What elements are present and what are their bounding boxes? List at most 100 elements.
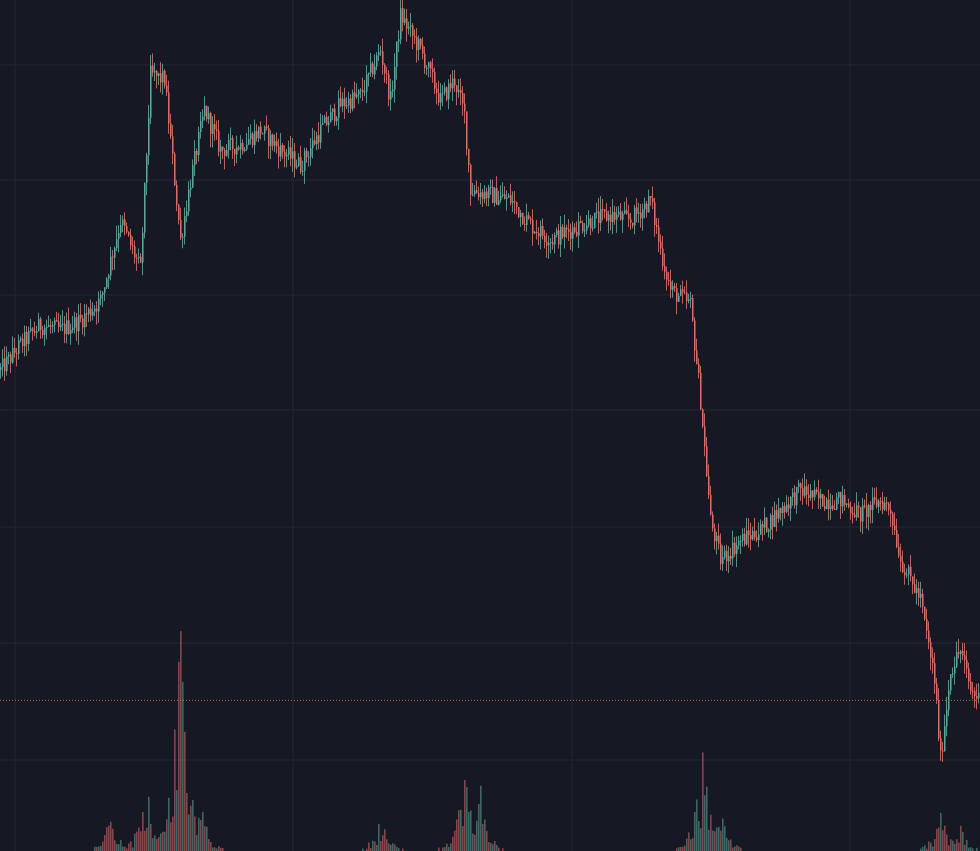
candle-body <box>356 94 358 97</box>
candle-body <box>822 494 824 507</box>
candle-body <box>480 192 482 197</box>
volume-bar <box>94 846 96 851</box>
candle-body <box>432 68 434 73</box>
candle-body <box>52 325 54 327</box>
volume-bar <box>212 847 214 851</box>
candle-body <box>618 211 620 215</box>
candle-body <box>124 219 126 227</box>
volume-bar <box>934 839 936 851</box>
candle-body <box>612 211 614 222</box>
candle-body <box>788 504 790 509</box>
candle-body <box>474 190 476 195</box>
candle-body <box>392 89 394 92</box>
candle-body <box>204 106 206 117</box>
candle-body <box>792 492 794 498</box>
volume-bar <box>208 839 210 851</box>
candle-body <box>510 195 512 203</box>
volume-bar <box>476 820 478 851</box>
candle-body <box>696 350 698 365</box>
candle-body <box>50 325 52 327</box>
volume-bar <box>474 834 476 851</box>
candle-body <box>568 229 570 232</box>
candle-body <box>290 147 292 159</box>
volume-bar <box>388 843 390 851</box>
volume-bar <box>730 839 732 851</box>
candle-body <box>942 750 944 752</box>
candle-body <box>964 655 966 661</box>
candle-body <box>916 588 918 593</box>
candle-body <box>722 557 724 564</box>
volume-bar <box>936 828 938 851</box>
candle-body <box>340 98 342 107</box>
candle-body <box>630 219 632 223</box>
candle-body <box>506 197 508 200</box>
candle-body <box>794 492 796 506</box>
volume-bar <box>488 842 490 851</box>
candle-body <box>608 214 610 221</box>
candle-body <box>94 308 96 312</box>
candle-body <box>84 313 86 328</box>
candle-body <box>42 329 44 335</box>
volume-bar <box>946 834 948 851</box>
candle-body <box>844 494 846 505</box>
volume-bar <box>480 785 482 851</box>
candle-body <box>54 320 56 326</box>
candle-body <box>4 358 6 372</box>
candle-body <box>552 242 554 245</box>
candle-body <box>164 70 166 86</box>
candle-body <box>652 198 654 203</box>
candle-body <box>230 138 232 140</box>
volume-bar <box>448 846 450 851</box>
volume-bar <box>222 847 224 851</box>
candle-body <box>346 105 348 107</box>
candle-body <box>540 225 542 237</box>
candle-body <box>850 506 852 514</box>
candle-body <box>396 41 398 67</box>
candle-body <box>528 215 530 219</box>
candle-body <box>646 203 648 213</box>
candle-body <box>554 235 556 245</box>
candle-body <box>616 214 618 220</box>
candle-body <box>796 486 798 506</box>
candle-body <box>22 338 24 347</box>
candle-body <box>330 112 332 123</box>
candle-body <box>260 126 262 134</box>
candle-body <box>218 130 220 152</box>
candle-body <box>212 124 214 135</box>
volume-bar <box>218 846 220 851</box>
candle-body <box>686 292 688 301</box>
candle-body <box>8 354 10 357</box>
candle-body <box>488 187 490 199</box>
candle-body <box>706 446 708 476</box>
candle-body <box>724 550 726 558</box>
candle-body <box>66 320 68 334</box>
volume-bar <box>116 843 118 851</box>
candle-body <box>632 222 634 226</box>
candle-body <box>774 510 776 527</box>
candle-body <box>256 130 258 139</box>
volume-bar <box>684 845 686 851</box>
candle-body <box>870 504 872 510</box>
candle-body <box>322 123 324 125</box>
candle-body <box>182 236 184 238</box>
candle-body <box>28 330 30 344</box>
candle-body <box>168 92 170 124</box>
candle-body <box>882 501 884 510</box>
volume-bar <box>702 752 704 851</box>
volume-bar <box>498 847 500 851</box>
candle-body <box>674 286 676 288</box>
volume-bar <box>924 845 926 851</box>
candle-body <box>326 116 328 125</box>
volume-bar <box>382 835 384 851</box>
candle-body <box>180 220 182 238</box>
candle-body <box>918 588 920 598</box>
volume-bar <box>168 797 170 851</box>
volume-bar <box>714 831 716 851</box>
candle-body <box>350 98 352 109</box>
volume-bar <box>152 838 154 851</box>
candle-body <box>670 281 672 290</box>
candle-body <box>344 98 346 107</box>
candle-body <box>306 150 308 157</box>
candle-body <box>678 295 680 302</box>
